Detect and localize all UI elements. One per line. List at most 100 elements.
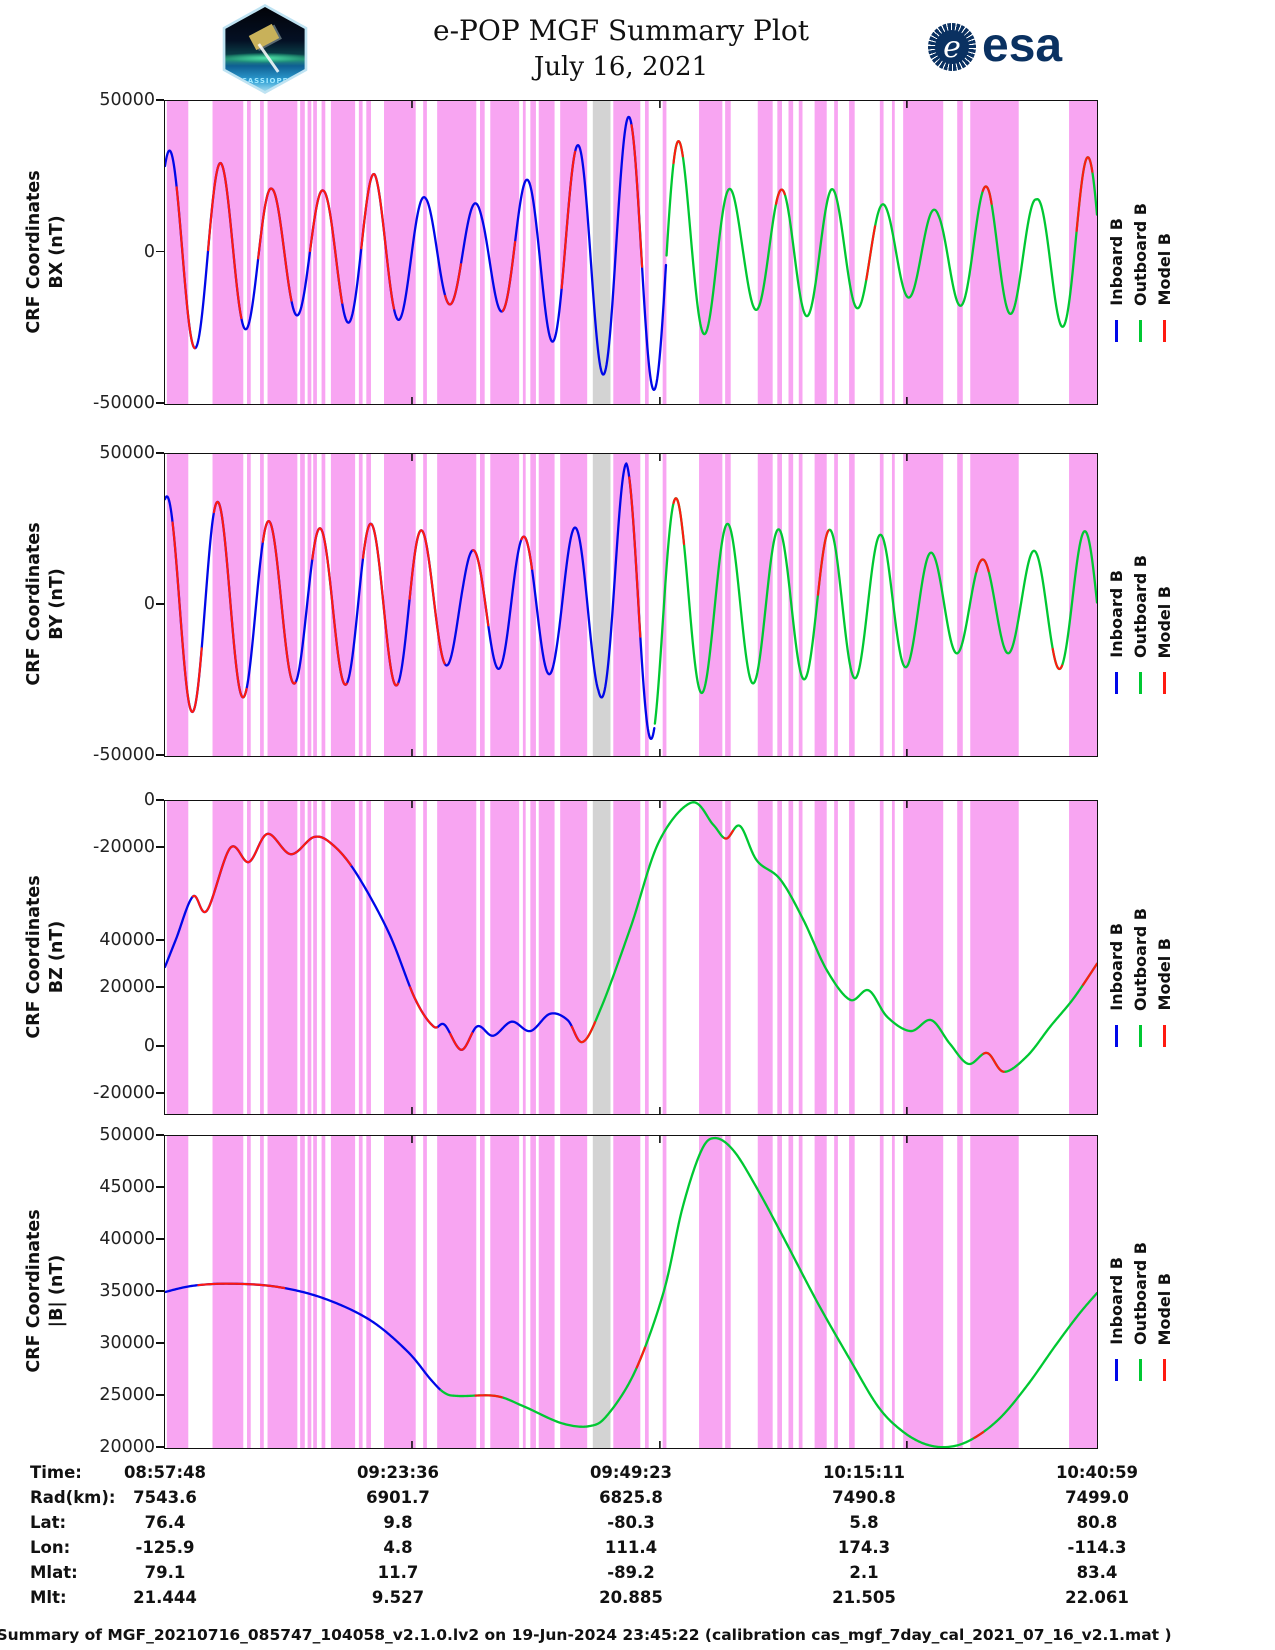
legend-swatch (1163, 1024, 1166, 1047)
table-cell: -114.3 (1067, 1538, 1127, 1557)
esa-globe-icon (928, 23, 976, 71)
table-row-label: Rad(km): (30, 1488, 116, 1507)
y-tick-mark (156, 1342, 164, 1344)
table-cell: 08:57:48 (123, 1463, 207, 1482)
satellite-icon (248, 23, 280, 51)
table-cell: 09:23:36 (356, 1463, 440, 1482)
legend-item: Model B (1155, 233, 1174, 342)
table-cell: 4.8 (383, 1538, 413, 1557)
table-cell: 9.8 (383, 1513, 413, 1532)
esa-wordmark: esa (982, 19, 1063, 72)
legend-label: Model B (1155, 233, 1174, 306)
y-tick-mark (156, 754, 164, 756)
table-row-label: Lat: (30, 1513, 67, 1532)
legend-label: Outboard B (1131, 1242, 1150, 1345)
y-tick-mark (156, 986, 164, 988)
legend: Inboard B Outboard B Model B (1107, 1201, 1174, 1381)
y-tick-mark (156, 452, 164, 454)
y-tick-mark (156, 1290, 164, 1292)
y-axis-label-line2: BX (nT) (47, 214, 67, 289)
y-axis-label-line1: CRF Coordinates (24, 169, 44, 334)
y-tick-mark (156, 402, 164, 404)
legend-swatch (1163, 1359, 1166, 1381)
legend-label: Inboard B (1107, 217, 1126, 306)
y-axis-label: CRF Coordinates |B| (nT) (23, 1131, 69, 1451)
y-tick-mark (156, 939, 164, 941)
table-cell: 5.8 (849, 1513, 879, 1532)
table-cell: 11.7 (377, 1563, 419, 1582)
table-cell: 111.4 (604, 1538, 658, 1557)
legend-label: Model B (1155, 1272, 1174, 1345)
table-row-label: Mlat: (30, 1563, 78, 1582)
y-tick-label: 50000 (99, 90, 155, 110)
table-cell: 7543.6 (133, 1488, 197, 1507)
table-cell: 79.1 (144, 1563, 186, 1582)
y-axis-label: CRF Coordinates BZ (nT) (23, 797, 69, 1117)
legend-label: Model B (1155, 585, 1174, 658)
y-tick-label: 0 (143, 594, 155, 614)
table-cell: 83.4 (1076, 1563, 1118, 1582)
y-tick-label: 30000 (99, 1333, 155, 1353)
legend-item: Model B (1155, 938, 1174, 1047)
legend-swatch (1115, 1359, 1118, 1381)
y-tick-mark (156, 1238, 164, 1240)
y-tick-label: -20000 (93, 836, 155, 857)
y-axis-label-line2: BZ (nT) (47, 920, 67, 993)
legend-swatch (1115, 1024, 1118, 1047)
legend-item: Inboard B (1107, 1257, 1126, 1381)
legend-item: Outboard B (1131, 908, 1150, 1047)
plot-canvas-by (163, 453, 1098, 757)
patch-label: CASSIOPE (241, 77, 289, 85)
legend-swatch (1139, 1024, 1142, 1047)
mission-patch-art: CASSIOPE (225, 7, 305, 91)
table-cell: 22.061 (1065, 1588, 1129, 1607)
legend-swatch (1115, 672, 1118, 694)
legend-item: Outboard B (1131, 555, 1150, 694)
legend-item: Model B (1155, 1273, 1174, 1381)
y-tick-label: 0 (143, 790, 155, 810)
table-cell: 76.4 (144, 1513, 186, 1532)
y-tick-mark (156, 1186, 164, 1188)
y-axis-label-line1: CRF Coordinates (24, 1209, 44, 1373)
legend: Inboard B Outboard B Model B (1107, 867, 1174, 1047)
legend-item: Inboard B (1107, 570, 1126, 694)
page-title: e-POP MGF Summary Plot (433, 14, 809, 47)
y-tick-label: 40000 (99, 929, 155, 950)
esa-globe-letter: e (943, 29, 961, 65)
table-cell: 21.505 (832, 1588, 896, 1607)
y-tick-mark (156, 1394, 164, 1396)
table-cell: 21.444 (133, 1588, 197, 1607)
legend-label: Inboard B (1107, 570, 1126, 658)
y-tick-mark (156, 1045, 164, 1047)
legend-item: Outboard B (1131, 203, 1150, 342)
y-tick-label: 25000 (99, 1384, 155, 1405)
legend: Inboard B Outboard B Model B (1107, 514, 1174, 694)
plot-canvas-bx (163, 100, 1098, 405)
legend-label: Inboard B (1107, 1257, 1126, 1345)
table-row-label: Lon: (30, 1538, 71, 1557)
table-cell: 6901.7 (366, 1488, 430, 1507)
y-axis-label-line1: CRF Coordinates (24, 874, 44, 1039)
y-tick-label: 0 (143, 1036, 155, 1057)
y-tick-mark (156, 1446, 164, 1448)
y-tick-label: 35000 (99, 1281, 155, 1301)
legend-label: Outboard B (1131, 555, 1150, 658)
legend-item: Inboard B (1107, 923, 1126, 1047)
y-tick-label: 50000 (99, 1125, 155, 1145)
legend-swatch (1139, 672, 1142, 694)
cassiope-mission-patch: CASSIOPE (222, 4, 308, 94)
y-axis-label-line1: CRF Coordinates (24, 522, 44, 686)
table-cell: 6825.8 (599, 1488, 663, 1507)
y-tick-label: 45000 (99, 1177, 155, 1197)
y-tick-mark (156, 250, 164, 253)
y-tick-label: 20000 (99, 1437, 155, 1457)
table-cell: 9.527 (371, 1588, 425, 1607)
y-tick-mark (156, 1092, 164, 1094)
y-tick-label: -20000 (93, 1082, 155, 1103)
y-tick-mark (156, 1134, 164, 1136)
table-row-label: Time: (30, 1463, 82, 1482)
y-tick-label: 0 (143, 241, 155, 262)
table-cell: 10:40:59 (1055, 1463, 1139, 1482)
table-cell: 7490.8 (832, 1488, 896, 1507)
